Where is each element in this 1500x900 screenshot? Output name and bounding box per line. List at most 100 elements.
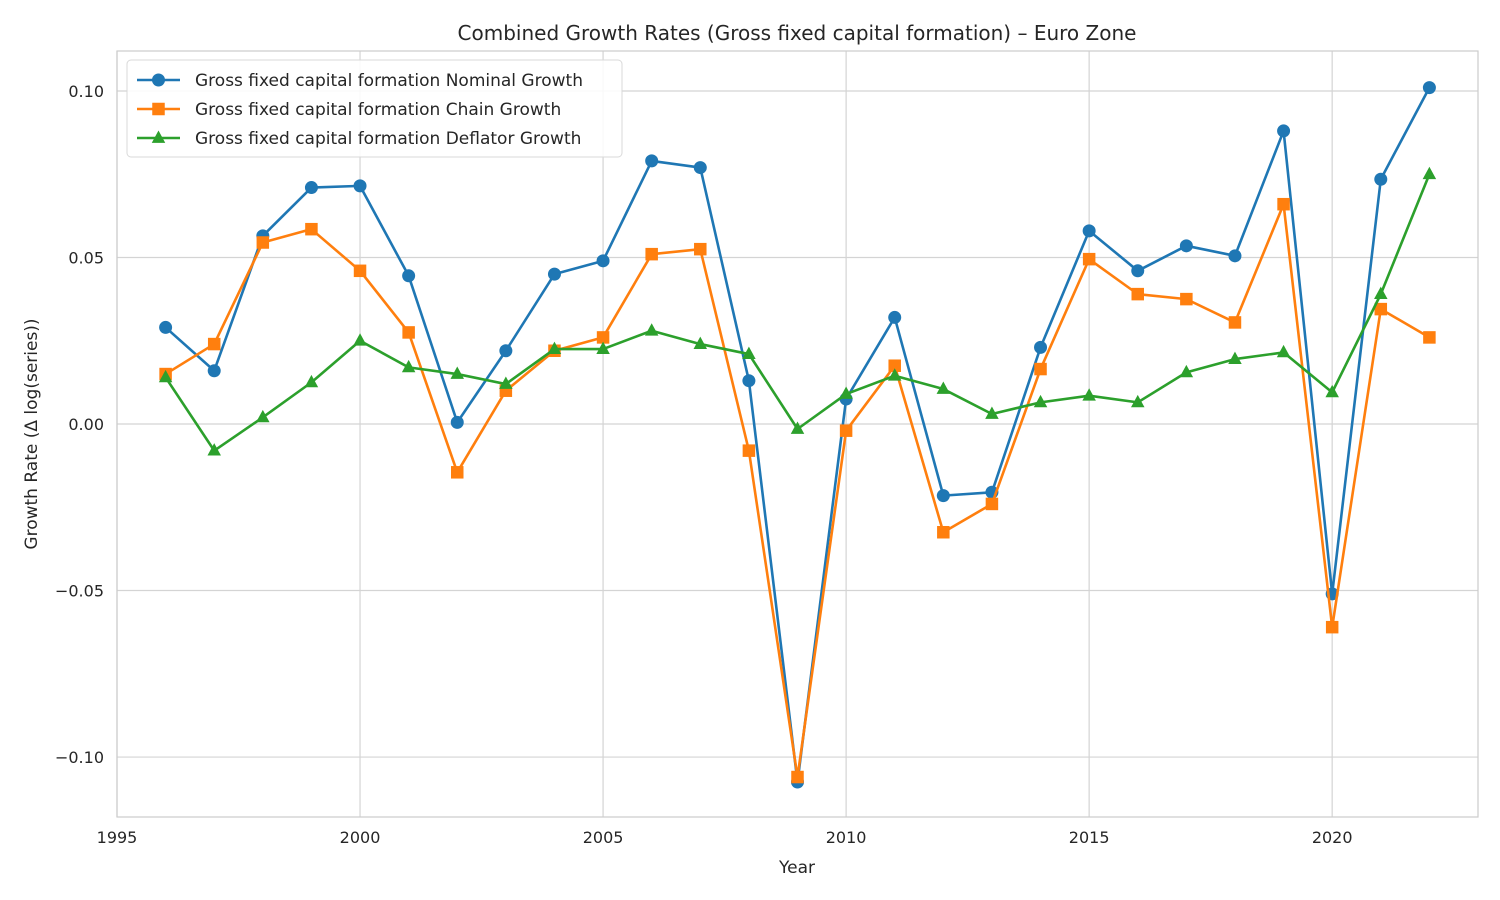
data-point — [888, 310, 902, 324]
data-point — [1228, 351, 1242, 364]
data-point — [1277, 124, 1291, 138]
data-point — [693, 336, 708, 349]
data-point — [1325, 384, 1339, 398]
data-point — [742, 346, 756, 359]
data-point — [1228, 249, 1242, 263]
data-point — [256, 236, 270, 249]
x-tick-label: 1995 — [97, 828, 138, 847]
series-layer — [158, 81, 1437, 789]
y-tick-label: −0.10 — [55, 748, 104, 767]
grid-lines — [116, 51, 1478, 817]
x-axis-label: Year — [778, 858, 815, 878]
data-point — [547, 267, 561, 281]
legend-marker — [152, 102, 165, 116]
data-point — [1082, 388, 1096, 401]
data-point — [1179, 239, 1193, 253]
data-point — [693, 161, 707, 175]
x-tick-label: 2005 — [583, 828, 624, 847]
data-point — [596, 341, 610, 354]
data-point — [1422, 81, 1436, 95]
data-point — [645, 247, 658, 261]
data-point — [1131, 287, 1144, 301]
data-point — [305, 222, 318, 236]
data-point — [207, 364, 221, 378]
chart-title: Combined Growth Rates (Gross fixed capit… — [458, 21, 1137, 45]
data-point — [1276, 344, 1291, 358]
x-tick-label: 2020 — [1312, 828, 1353, 847]
data-point — [596, 331, 610, 344]
y-tick-label: 0.10 — [68, 82, 104, 101]
data-point — [985, 406, 999, 419]
data-point — [547, 341, 562, 354]
data-point — [1374, 286, 1388, 299]
series-triangle-2 — [158, 166, 1437, 456]
data-point — [401, 359, 416, 373]
x-axis-ticks: 1995 2000 2005 2010 2015 2020 — [97, 828, 1353, 847]
data-point — [1033, 394, 1048, 408]
data-point — [1277, 197, 1290, 211]
data-point — [1131, 264, 1145, 278]
y-tick-label: −0.05 — [55, 582, 104, 601]
legend-box — [126, 59, 623, 158]
y-axis-ticks: −0.10 −0.05 0.00 0.05 0.10 — [55, 82, 104, 767]
legend-marker — [151, 130, 166, 143]
data-point — [839, 386, 853, 399]
data-point — [1423, 331, 1436, 344]
data-point — [1034, 340, 1048, 354]
data-point — [304, 181, 318, 195]
data-point — [158, 369, 173, 383]
x-tick-label: 2000 — [340, 828, 381, 847]
legend: Gross fixed capital formation Nominal Gr… — [126, 59, 623, 158]
data-point — [936, 489, 950, 503]
data-point — [207, 443, 221, 456]
data-point — [936, 381, 951, 394]
x-tick-label: 2010 — [826, 828, 867, 847]
y-tick-label: 0.00 — [68, 415, 104, 434]
data-point — [256, 409, 270, 423]
data-point — [353, 179, 367, 193]
data-point — [839, 424, 853, 437]
data-point — [694, 242, 707, 256]
data-point — [402, 326, 415, 339]
data-point — [1034, 362, 1047, 376]
data-point — [159, 320, 173, 334]
data-point — [790, 421, 805, 434]
data-point — [207, 337, 221, 351]
data-point — [1325, 620, 1339, 634]
y-tick-label: 0.05 — [68, 248, 104, 267]
data-point — [450, 415, 464, 429]
data-point — [985, 497, 999, 511]
data-point — [451, 466, 464, 479]
data-point — [791, 770, 804, 784]
data-point — [644, 323, 659, 336]
data-point — [937, 525, 950, 539]
legend-marker — [152, 73, 165, 87]
data-point — [499, 376, 513, 389]
data-point — [887, 368, 902, 381]
data-point — [1082, 224, 1096, 238]
legend-label: Gross fixed capital formation Deflator G… — [195, 129, 581, 149]
legend-item: Gross fixed capital formation Nominal Gr… — [137, 71, 583, 91]
data-point — [888, 359, 901, 372]
data-point — [1374, 172, 1388, 186]
data-point — [645, 154, 659, 168]
data-point — [742, 444, 756, 457]
data-point — [1131, 394, 1145, 408]
data-point — [353, 264, 367, 278]
data-point — [1082, 252, 1096, 266]
legend-item: Gross fixed capital formation Chain Grow… — [137, 100, 561, 120]
data-point — [1422, 166, 1437, 180]
data-point — [1228, 316, 1242, 329]
legend-item: Gross fixed capital formation Deflator G… — [137, 129, 581, 149]
data-point — [353, 333, 367, 346]
data-point — [1374, 302, 1388, 316]
data-point — [1179, 364, 1194, 378]
data-point — [596, 254, 610, 268]
data-point — [499, 344, 513, 358]
legend-label: Gross fixed capital formation Chain Grow… — [195, 100, 561, 120]
x-tick-label: 2015 — [1069, 828, 1110, 847]
plot-area — [117, 51, 1478, 817]
plot-frame — [116, 50, 1479, 818]
data-point — [450, 366, 464, 379]
